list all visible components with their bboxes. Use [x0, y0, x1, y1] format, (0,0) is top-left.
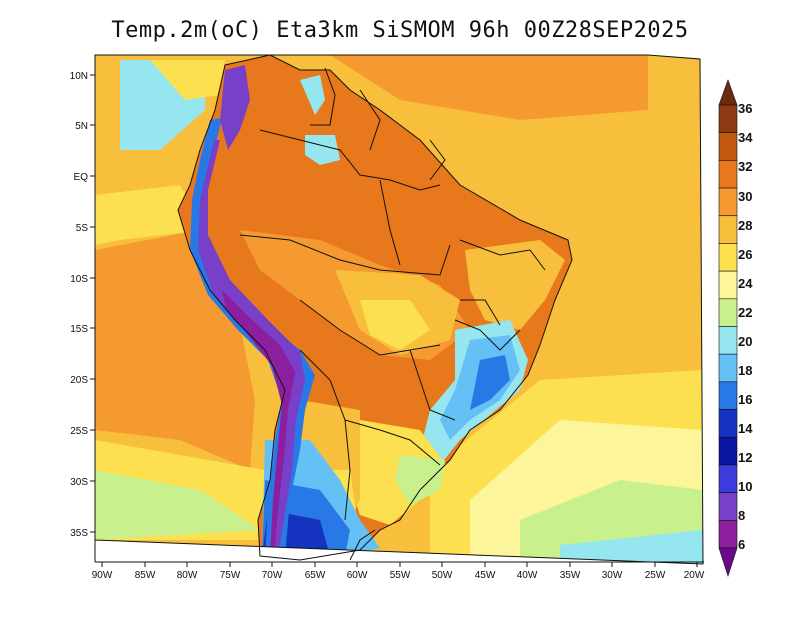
lat-label-5s: 5S: [76, 223, 89, 234]
colorbar-swatch: [718, 326, 738, 355]
colorbar-swatch: [718, 353, 738, 383]
political-borders: [177, 54, 573, 561]
lon-label-80w: 80W: [177, 570, 198, 581]
lat-label-30s: 30S: [70, 477, 88, 488]
lon-label-45w: 45W: [475, 570, 496, 581]
lat-label-15s: 15S: [70, 324, 88, 335]
colorbar-swatch: [718, 187, 738, 217]
lat-label-20s: 20S: [70, 375, 88, 386]
colorbar-label-24: 24: [738, 276, 753, 291]
map-frame: [94, 54, 704, 565]
lon-label-25w: 25W: [645, 570, 666, 581]
colorbar-label-18: 18: [738, 363, 752, 378]
colorbar-label-20: 20: [738, 334, 752, 349]
colorbar-top-arrow: [718, 79, 738, 106]
lon-label-85w: 85W: [135, 570, 156, 581]
colorbar-swatch: [718, 243, 738, 272]
colorbar-swatch: [718, 215, 738, 244]
map-title: Temp.2m(oC) Eta3km SiSMOM 96h 00Z28SEP20…: [111, 18, 689, 43]
colorbar-swatch: [718, 381, 738, 410]
lon-label-70w: 70W: [262, 570, 283, 581]
colorbar-label-6: 6: [738, 537, 745, 552]
lat-label-10s: 10S: [70, 274, 88, 285]
lon-label-65w: 65W: [305, 570, 326, 581]
colorbar-swatch: [718, 492, 738, 521]
colorbar-swatch: [718, 409, 738, 438]
lat-label-5n: 5N: [75, 121, 88, 132]
colorbar-label-10: 10: [738, 479, 752, 494]
colorbar-label-8: 8: [738, 508, 745, 523]
colorbar-label-28: 28: [738, 218, 752, 233]
colorbar-label-36: 36: [738, 101, 752, 116]
colorbar: 36 34 32 30 28 26 24 22 20 18 16 14 12 1…: [718, 79, 753, 577]
lon-label-50w: 50W: [432, 570, 453, 581]
colorbar-swatch: [718, 436, 738, 466]
lon-label-35w: 35W: [560, 570, 581, 581]
colorbar-swatch: [718, 298, 738, 327]
colorbar-swatch: [718, 270, 738, 300]
colorbar-swatch: [718, 160, 738, 189]
colorbar-label-32: 32: [738, 159, 752, 174]
colorbar-label-34: 34: [738, 130, 753, 145]
lon-label-30w: 30W: [602, 570, 623, 581]
colorbar-label-22: 22: [738, 305, 752, 320]
colorbar-label-30: 30: [738, 189, 752, 204]
longitude-axis: 90W 85W 80W 75W 70W 65W 60W 55W 50W 45W …: [92, 561, 705, 581]
colorbar-swatch: [718, 520, 738, 549]
colorbar-label-12: 12: [738, 450, 752, 465]
lat-label-eq: EQ: [74, 172, 89, 183]
colorbar-label-26: 26: [738, 247, 752, 262]
lon-label-20w: 20W: [684, 570, 705, 581]
colorbar-label-16: 16: [738, 392, 752, 407]
lon-label-40w: 40W: [517, 570, 538, 581]
colorbar-swatch: [718, 132, 738, 161]
lat-label-25s: 25S: [70, 426, 88, 437]
lat-label-35s: 35S: [70, 528, 88, 539]
lon-label-75w: 75W: [220, 570, 241, 581]
lon-label-55w: 55W: [390, 570, 411, 581]
colorbar-swatch: [718, 104, 738, 133]
lat-label-10n: 10N: [70, 71, 88, 82]
colorbar-swatches: [718, 104, 738, 549]
colorbar-bottom-arrow: [718, 547, 738, 577]
temperature-field: [95, 55, 703, 564]
colorbar-label-14: 14: [738, 421, 753, 436]
lon-label-60w: 60W: [347, 570, 368, 581]
lon-label-90w: 90W: [92, 570, 113, 581]
latitude-axis: 10N 5N EQ 5S 10S 15S 20S 25S 30S 35S: [70, 60, 96, 562]
colorbar-swatch: [718, 464, 738, 493]
